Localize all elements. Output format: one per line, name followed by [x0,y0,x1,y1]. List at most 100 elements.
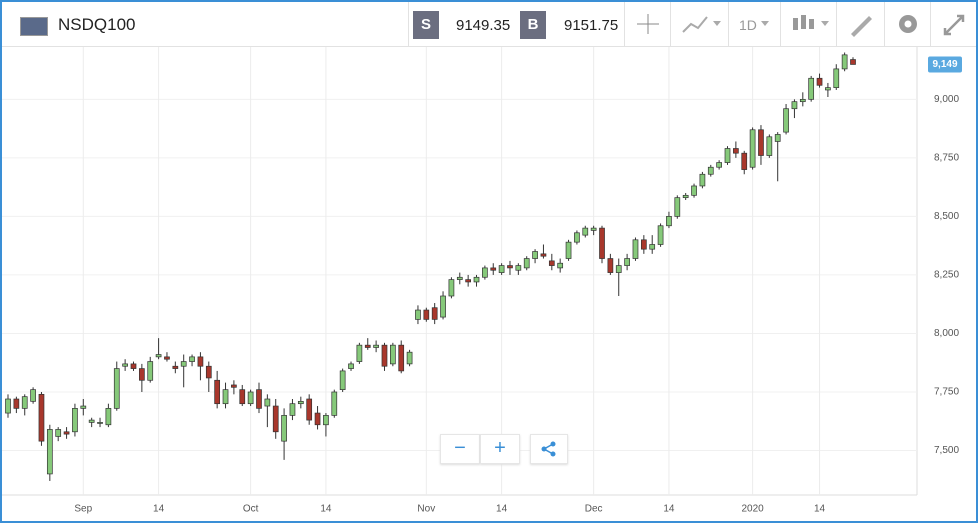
candle-body [674,197,681,217]
candle-body [640,239,647,250]
candle-body [783,108,789,133]
indicators-tool[interactable] [670,2,729,46]
candle-body [189,356,195,362]
zoom-out-button[interactable]: − [440,434,480,464]
buy-price: 9151.75 [564,17,619,34]
candle-body [841,54,848,70]
candle-body [38,393,45,442]
candle-body [356,344,363,362]
candle-body [749,129,756,168]
candle-body [306,398,313,421]
fullscreen-tool[interactable] [930,2,977,46]
candle-body [615,265,622,273]
candle-body [130,363,137,369]
candle-body [766,136,773,156]
candle-body [707,166,714,175]
candle-body [105,408,112,426]
x-tick-label: 14 [320,504,332,515]
candle-body [88,419,95,423]
candle-body [323,415,329,426]
share-button[interactable] [530,434,568,464]
y-tick-label: 7,500 [934,445,959,456]
candle-body [30,389,36,402]
candle-body [624,258,630,266]
candle-body [590,227,597,231]
candle-body [122,363,128,367]
candle-body [214,379,221,405]
candle-body [498,265,505,273]
candle-body [682,194,689,199]
candle-body [239,389,246,405]
candle-body [13,398,20,409]
candle-body [716,162,722,168]
candle-body [774,134,781,142]
settings-tool[interactable] [884,2,931,46]
symbol[interactable]: NSDQ100 [58,15,136,34]
candle-body [758,129,764,156]
candle-body [440,295,446,318]
candle-body [289,403,296,416]
candle-body [507,265,513,269]
candle-body [816,77,823,86]
candle-body [657,225,664,245]
candle-body [398,344,405,372]
sell-price: 9149.35 [456,17,511,34]
x-tick-label: 14 [814,504,826,515]
draw-tool[interactable] [836,2,885,46]
buy-button[interactable]: B [520,11,546,39]
price-panel [408,2,625,46]
candle-body [164,356,170,360]
timeframe-tool[interactable]: 1D [728,2,781,46]
candle-body [515,265,522,271]
candle-body [691,185,697,196]
sell-button[interactable]: S [413,11,439,39]
candle-body [649,244,656,250]
candle-body [808,77,815,100]
y-tick-label: 8,000 [934,328,959,339]
crosshair-tool[interactable] [624,2,671,46]
last-price-badge [928,56,962,73]
zoom-in-button[interactable]: + [480,434,520,464]
x-tick-label: 14 [663,504,675,515]
candle-body [97,422,103,424]
x-tick-label: 14 [153,504,165,515]
x-tick-label: Oct [243,504,259,515]
candle-body [331,391,338,416]
candle-body [557,262,564,269]
candle-body [632,239,639,259]
candle-body [231,384,237,388]
y-tick-label: 8,750 [934,153,959,164]
flag-icon [20,17,48,36]
candle-body [699,173,706,187]
candle-body [314,412,321,426]
candle-body [197,356,204,367]
candle-body [532,251,538,259]
candle-body [139,368,145,381]
candle-body [256,389,262,409]
candle-body [63,431,70,435]
candle-body [724,148,731,163]
x-tick-label: 2020 [741,504,764,515]
chart-type-tool[interactable] [780,2,837,46]
candle-body [348,363,354,369]
candle-body [281,415,287,442]
toolbar: NSDQ100 S 9149.35 B 9151.75 1D [2,2,976,47]
candle-body [741,152,748,170]
y-tick-label: 9,000 [934,94,959,105]
candle-body [825,87,831,91]
candle-body [523,258,530,269]
candle-body [205,365,212,379]
candle-body [406,351,413,365]
candle-body [733,148,739,154]
candle-body [297,401,304,405]
candle-body [465,279,471,283]
candle-body [113,368,120,409]
candle-body [607,258,614,273]
candle-body [373,344,379,348]
y-tick-label: 7,750 [934,387,959,398]
timeframe: 1D [739,17,757,33]
candle-body [72,408,78,433]
candle-body [599,227,605,259]
candle-body [381,344,388,367]
